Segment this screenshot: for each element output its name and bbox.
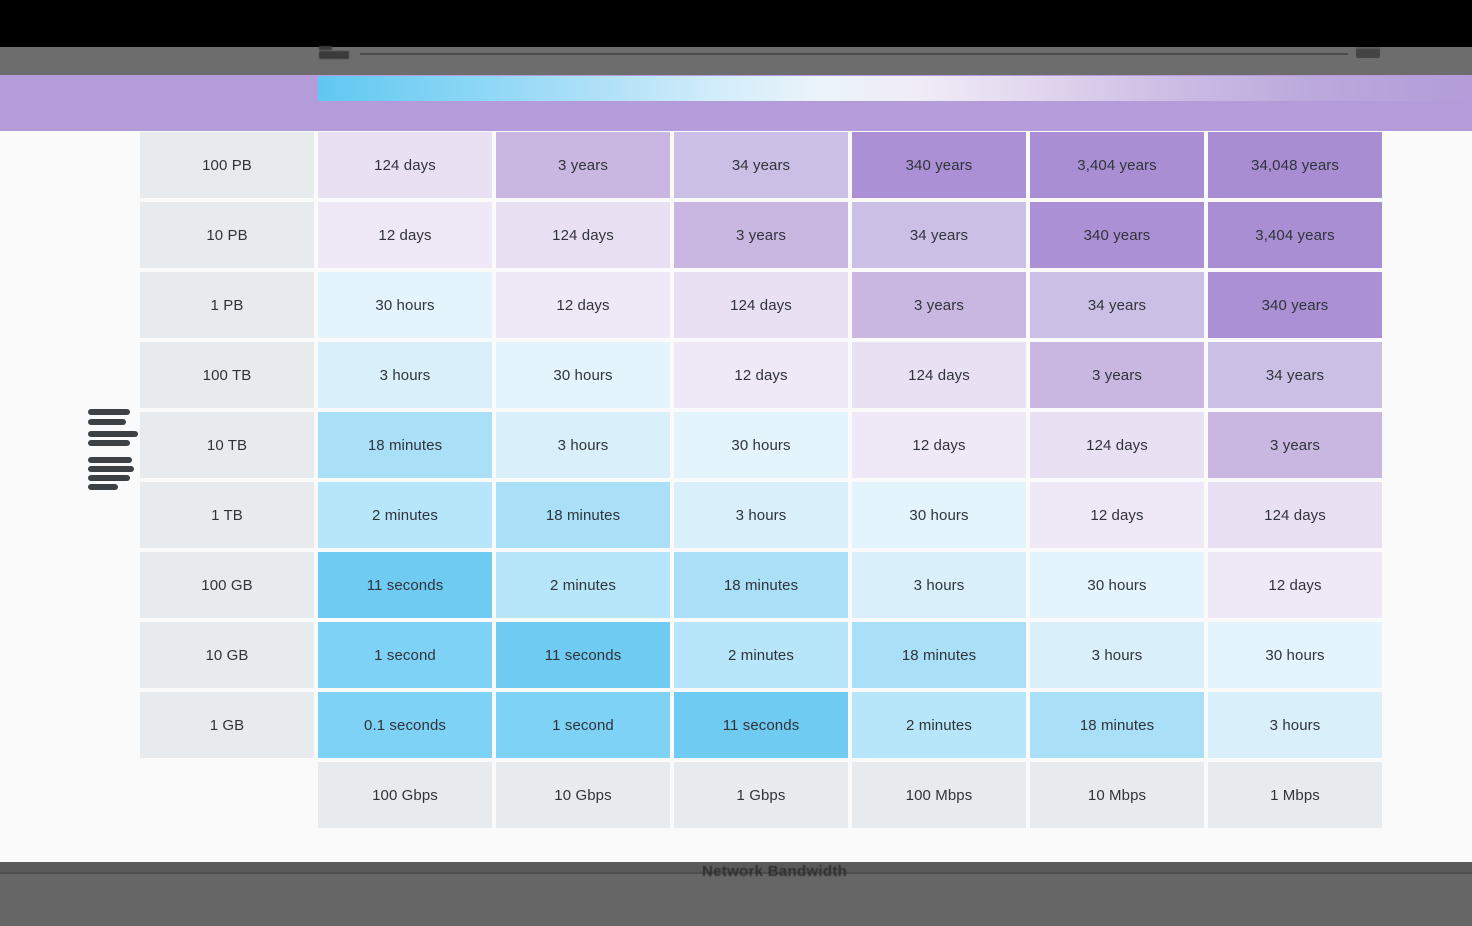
data-size-label: 1 TB (140, 482, 314, 548)
heatmap-cell: 18 minutes (1030, 692, 1204, 758)
heatmap-cell: 18 minutes (852, 622, 1026, 688)
heatmap-cell: 124 days (1030, 412, 1204, 478)
heatmap-cell: 34,048 years (1208, 132, 1382, 198)
heatmap-cell: 3 hours (1208, 692, 1382, 758)
heatmap-cell: 3,404 years (1030, 132, 1204, 198)
heatmap-cell: 3,404 years (1208, 202, 1382, 268)
heatmap-cell: 12 days (1030, 482, 1204, 548)
heatmap-cell: 30 hours (1208, 622, 1382, 688)
app-top-bar (0, 0, 1472, 47)
heatmap-cell: 1 second (496, 692, 670, 758)
heatmap-cell: 30 hours (1030, 552, 1204, 618)
heatmap-cell: 2 minutes (496, 552, 670, 618)
toolbar-title-smudge (319, 45, 353, 61)
toolbar-slider-handle[interactable] (1356, 47, 1380, 58)
heatmap-cell: 3 hours (318, 342, 492, 408)
toolbar-slider-track[interactable] (360, 53, 1348, 55)
legend-band (0, 75, 1472, 131)
heatmap-cell: 12 days (674, 342, 848, 408)
heatmap-cell: 340 years (1030, 202, 1204, 268)
data-size-label: 1 GB (140, 692, 314, 758)
data-size-label: 100 GB (140, 552, 314, 618)
heatmap-cell: 3 years (1208, 412, 1382, 478)
heatmap-cell: 30 hours (674, 412, 848, 478)
heatmap-cell: 3 years (1030, 342, 1204, 408)
heatmap-cell: 124 days (852, 342, 1026, 408)
heatmap-cell: 1 second (318, 622, 492, 688)
data-size-label: 100 PB (140, 132, 314, 198)
heatmap-cell: 124 days (1208, 482, 1382, 548)
footer-top-stripe (0, 862, 1472, 873)
heatmap-cell: 34 years (852, 202, 1026, 268)
heatmap-cell: 30 hours (318, 272, 492, 338)
data-size-label: 10 TB (140, 412, 314, 478)
heatmap-cell: 18 minutes (318, 412, 492, 478)
bandwidth-label: 10 Mbps (1030, 762, 1204, 828)
heatmap-cell: 34 years (674, 132, 848, 198)
heatmap-cell: 3 years (496, 132, 670, 198)
heatmap-cell: 30 hours (852, 482, 1026, 548)
heatmap-cell: 3 hours (1030, 622, 1204, 688)
heatmap-cell: 0.1 seconds (318, 692, 492, 758)
bandwidth-label: 100 Mbps (852, 762, 1026, 828)
heatmap-cell: 124 days (674, 272, 848, 338)
heatmap-cell: 34 years (1030, 272, 1204, 338)
bandwidth-label: 10 Gbps (496, 762, 670, 828)
heatmap-cell: 3 hours (852, 552, 1026, 618)
heatmap-cell: 124 days (318, 132, 492, 198)
heatmap-cell: 11 seconds (496, 622, 670, 688)
heatmap-cell: 12 days (496, 272, 670, 338)
heatmap-cell: 11 seconds (318, 552, 492, 618)
data-size-label: 100 TB (140, 342, 314, 408)
heatmap-cell: 340 years (1208, 272, 1382, 338)
heatmap-cell: 34 years (1208, 342, 1382, 408)
bandwidth-label: 1 Mbps (1208, 762, 1382, 828)
heatmap-cell: 2 minutes (852, 692, 1026, 758)
heatmap-cell: 12 days (318, 202, 492, 268)
heatmap-cell: 12 days (1208, 552, 1382, 618)
heatmap-cell: 2 minutes (318, 482, 492, 548)
corner-spacer (140, 762, 314, 828)
heatmap-cell: 3 hours (496, 412, 670, 478)
heatmap-cell: 12 days (852, 412, 1026, 478)
heatmap-cell: 11 seconds (674, 692, 848, 758)
bandwidth-label: 1 Gbps (674, 762, 848, 828)
data-size-label: 10 PB (140, 202, 314, 268)
heatmap-cell: 3 years (852, 272, 1026, 338)
color-scale-gradient (318, 76, 1472, 101)
x-axis-label: Network Bandwidth (702, 863, 848, 880)
bandwidth-label: 100 Gbps (318, 762, 492, 828)
heatmap-cell: 3 years (674, 202, 848, 268)
footer-divider-line (0, 872, 1472, 874)
heatmap-cell: 18 minutes (674, 552, 848, 618)
data-size-label: 1 PB (140, 272, 314, 338)
heatmap-cell: 340 years (852, 132, 1026, 198)
heatmap-cell: 18 minutes (496, 482, 670, 548)
data-size-label: 10 GB (140, 622, 314, 688)
heatmap-cell: 2 minutes (674, 622, 848, 688)
heatmap-cell: 30 hours (496, 342, 670, 408)
heatmap-cell: 3 hours (674, 482, 848, 548)
app-footer (0, 862, 1472, 926)
y-axis-label-redacted (88, 407, 138, 490)
heatmap-cell: 124 days (496, 202, 670, 268)
toolbar (0, 45, 1472, 75)
transfer-time-heatmap: 100 PB 124 days 3 years 34 years 340 years 3,… (140, 132, 1382, 828)
